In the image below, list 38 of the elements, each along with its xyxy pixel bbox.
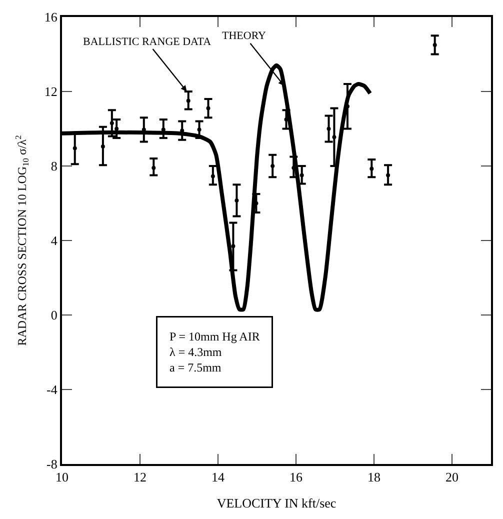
point (100, 144, 105, 148)
point (197, 128, 202, 132)
x-tick-label: 16 (290, 470, 303, 485)
x-tick-label: 14 (212, 470, 225, 485)
annotation: BALLISTIC RANGE DATA (83, 36, 212, 48)
y-tick-label: 8 (50, 158, 58, 174)
point (210, 174, 215, 178)
annotation: THEORY (222, 30, 266, 42)
point (386, 173, 390, 178)
y-tick-label: 12 (44, 84, 58, 100)
point (114, 126, 119, 131)
x-axis-title: VELOCITY IN kft/sec (216, 496, 336, 511)
point (432, 42, 437, 47)
y-tick-label: 16 (44, 10, 58, 25)
y-tick-label: 0 (50, 308, 58, 323)
x-tick-label: 18 (368, 470, 380, 485)
point (370, 166, 374, 171)
y-tick-label: -8 (46, 456, 58, 472)
point (186, 98, 190, 103)
annotation: λ = 4.3mm (170, 345, 222, 360)
annotation: a = 7.5mm (170, 360, 222, 375)
point (152, 166, 156, 170)
point (206, 106, 210, 110)
annotation: P = 10mm Hg AIR (170, 330, 260, 344)
point (300, 173, 304, 178)
point (234, 198, 239, 202)
point (270, 164, 275, 168)
y-tick-label: 4 (50, 233, 58, 248)
point (284, 117, 288, 122)
point (110, 121, 114, 126)
point (326, 126, 331, 131)
y-tick-label: -4 (46, 382, 58, 398)
x-tick-label: 10 (56, 470, 68, 485)
point (72, 146, 77, 150)
point (332, 135, 336, 140)
point (231, 244, 236, 248)
x-tick-label: 20 (446, 470, 458, 485)
x-tick-label: 12 (134, 470, 146, 485)
